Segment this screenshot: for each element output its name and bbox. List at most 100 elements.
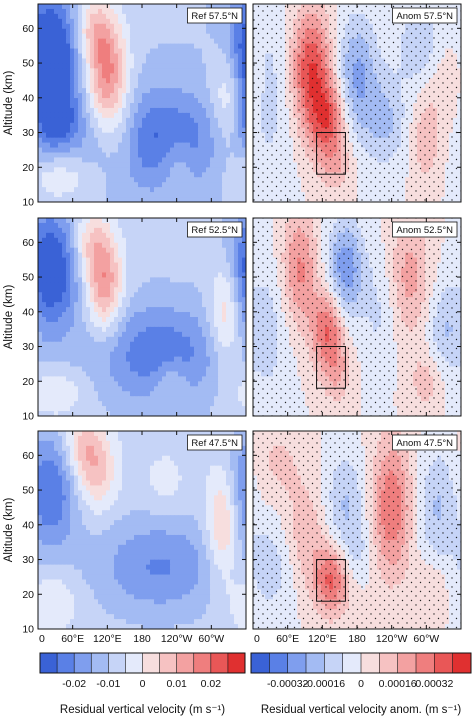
heatmap-cell (174, 167, 179, 173)
heatmap-cell (178, 262, 183, 269)
heatmap-cell (46, 262, 51, 269)
heatmap-cell (102, 282, 107, 288)
heatmap-cell (78, 272, 83, 278)
heatmap-cell (154, 58, 159, 64)
heatmap-cell (62, 197, 67, 202)
heatmap-cell (74, 172, 79, 178)
heatmap-cell (42, 98, 47, 104)
heatmap-cell (114, 107, 119, 114)
heatmap-cell (86, 287, 91, 293)
heatmap-cell (182, 267, 187, 274)
heatmap-cell (198, 147, 203, 154)
heatmap-cell (86, 162, 91, 168)
heatmap-cell (154, 257, 159, 264)
heatmap-cell (242, 242, 246, 249)
heatmap-cell (78, 167, 83, 173)
heatmap-cell (98, 282, 103, 288)
heatmap-cell (222, 218, 227, 224)
heatmap-cell (214, 152, 219, 159)
heatmap-cell (170, 18, 175, 25)
heatmap-cell (182, 177, 187, 183)
heatmap-cell (98, 98, 103, 104)
heatmap-cell (54, 282, 59, 288)
heatmap-cell (154, 88, 159, 94)
heatmap-cell (46, 147, 51, 154)
heatmap-cell (198, 38, 203, 45)
heatmap-cell (66, 147, 71, 154)
heatmap-cell (158, 167, 163, 173)
heatmap-cell (202, 197, 207, 202)
heatmap-cell (214, 267, 219, 274)
heatmap-cell (42, 277, 47, 283)
heatmap-cell (138, 63, 143, 69)
heatmap-cell (162, 172, 167, 178)
heatmap-cell (50, 222, 55, 229)
heatmap-cell (74, 182, 79, 188)
heatmap-cell (214, 137, 219, 144)
heatmap-cell (114, 247, 119, 254)
heatmap-cell (198, 73, 203, 79)
heatmap-cell (242, 277, 246, 283)
heatmap-cell (202, 78, 207, 84)
heatmap-cell (238, 88, 243, 94)
heatmap-cell (114, 162, 119, 168)
heatmap-cell (238, 73, 243, 79)
heatmap-cell (186, 4, 191, 10)
heatmap-cell (78, 192, 83, 198)
heatmap-cell (154, 252, 159, 259)
heatmap-cell (82, 257, 87, 264)
heatmap-cell (98, 252, 103, 259)
heatmap-cell (82, 177, 87, 183)
heatmap-cell (190, 93, 195, 99)
heatmap-cell (166, 107, 171, 114)
heatmap-cell (62, 272, 67, 278)
heatmap-cell (238, 267, 243, 274)
heatmap-cell (98, 287, 103, 293)
heatmap-cell (46, 287, 51, 293)
heatmap-cell (186, 142, 191, 149)
heatmap-cell (90, 98, 95, 104)
heatmap-cell (238, 237, 243, 244)
heatmap-cell (202, 177, 207, 183)
heatmap-cell (98, 187, 103, 193)
heatmap-cell (206, 28, 211, 35)
heatmap-cell (146, 247, 151, 254)
heatmap-cell (230, 98, 235, 104)
heatmap-cell (54, 4, 59, 10)
heatmap-cell (74, 197, 79, 202)
heatmap-cell (238, 272, 243, 278)
heatmap-cell (202, 48, 207, 55)
heatmap-cell (226, 267, 231, 274)
heatmap-cell (78, 117, 83, 124)
heatmap-cell (122, 132, 127, 139)
heatmap-cell (118, 282, 123, 288)
heatmap-cell (178, 132, 183, 139)
heatmap-cell (46, 277, 51, 283)
heatmap-cell (114, 187, 119, 193)
heatmap-cell (82, 267, 87, 274)
heatmap-cell (170, 112, 175, 119)
heatmap-cell (242, 132, 246, 139)
heatmap-cell (94, 247, 99, 254)
heatmap-cell (62, 8, 67, 15)
heatmap-cell (46, 127, 51, 134)
heatmap-cell (110, 242, 115, 249)
heatmap-cell (66, 13, 71, 20)
heatmap-cell (230, 252, 235, 259)
heatmap-cell (90, 107, 95, 114)
heatmap-cell (70, 43, 75, 50)
heatmap-cell (138, 272, 143, 278)
heatmap-cell (106, 218, 111, 224)
heatmap-cell (82, 33, 87, 40)
heatmap-cell (86, 272, 91, 278)
heatmap-cell (114, 103, 119, 109)
heatmap-cell (66, 197, 71, 202)
heatmap-cell (42, 28, 47, 35)
heatmap-cell (46, 222, 51, 229)
heatmap-cell (82, 162, 87, 168)
heatmap-cell (98, 172, 103, 178)
heatmap-cell (54, 177, 59, 183)
heatmap-cell (70, 132, 75, 139)
heatmap-cell (66, 23, 71, 30)
heatmap-cell (102, 252, 107, 259)
